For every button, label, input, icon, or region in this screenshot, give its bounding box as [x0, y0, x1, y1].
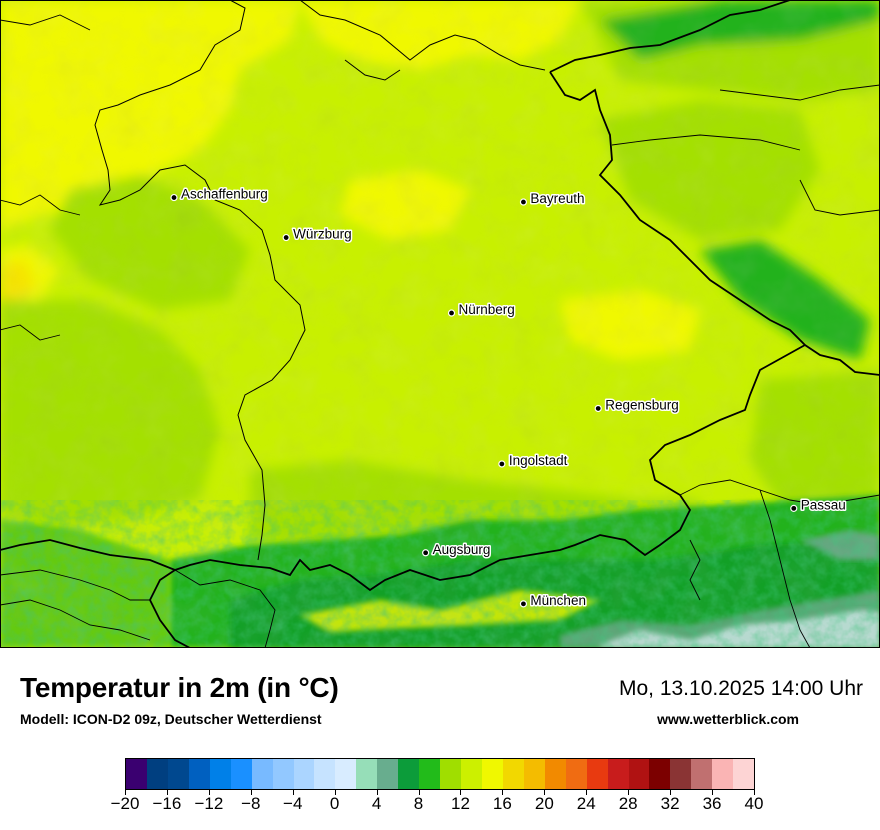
city-label: München: [530, 593, 586, 608]
colorbar-cell: [565, 759, 587, 789]
colorbar-cell: [523, 759, 545, 789]
colorbar-tick-label: 36: [702, 794, 722, 813]
colorbar-tick: [334, 790, 336, 795]
city-label: Passau: [801, 497, 846, 512]
colorbar-tick-label: −4: [283, 794, 303, 813]
colorbar-tick-label: 28: [618, 794, 638, 813]
colorbar-tick: [670, 790, 672, 795]
colorbar-cell: [230, 759, 252, 789]
colorbar-tick-label: −8: [241, 794, 261, 813]
colorbar-tick-label: 20: [534, 794, 554, 813]
colorbar-tick-label: 16: [492, 794, 512, 813]
colorbar-tick-label: −20: [110, 794, 140, 813]
colorbar-cell: [188, 759, 210, 789]
colorbar-tick: [418, 790, 420, 795]
city-dot: [498, 460, 506, 468]
colorbar-tick-label: 32: [660, 794, 680, 813]
colorbar-cell: [272, 759, 294, 789]
colorbar-cell: [251, 759, 273, 789]
map-title: Temperatur in 2m (in °C): [20, 672, 339, 703]
model-info: Modell: ICON-D2 09z, Deutscher Wetterdie…: [20, 711, 322, 727]
colorbar-tick: [250, 790, 252, 795]
colorbar-cell: [649, 759, 671, 789]
colorbar-tick: [712, 790, 714, 795]
colorbar-cell: [733, 759, 755, 789]
city-dot: [790, 504, 798, 512]
city-dot: [447, 309, 456, 317]
city-label: Bayreuth: [530, 191, 584, 206]
colorbar-cell: [398, 759, 420, 789]
colorbar-cell: [419, 759, 441, 789]
colorbar-tick: [502, 790, 504, 795]
colorbar-tick-label: −16: [152, 794, 182, 813]
city-dot: [519, 600, 528, 608]
colorbar-tick: [125, 790, 126, 795]
colorbar-ticks: −20 −16 −12 −8 −4 0 4 8 12 16 20 24 28 32 36 40: [111, 790, 763, 820]
colorbar-cell: [293, 759, 315, 789]
temperature-map: Aschaffenburg Würzburg Bayreuth Nürnberg Reg…: [0, 0, 880, 648]
city-dot: [422, 549, 430, 557]
city-marker: Regensburg: [594, 396, 680, 414]
colorbar-tick: [292, 790, 294, 795]
colorbar-tick-label: 8: [413, 794, 424, 813]
city-label: Nürnberg: [459, 302, 515, 317]
colorbar-tick-label: −12: [194, 794, 224, 813]
colorbar-cell: [314, 759, 336, 789]
colorbar-cell: [335, 759, 357, 789]
valid-datetime: Mo, 13.10.2025 14:00 Uhr: [618, 677, 863, 700]
colorbar-cell: [209, 759, 231, 789]
city-label: Augsburg: [433, 542, 491, 557]
colorbar-cell: [126, 759, 147, 789]
colorbar-cell: [691, 759, 713, 789]
city-dot: [594, 404, 602, 413]
colorbar-tick: [166, 790, 168, 795]
colorbar-tick: [628, 790, 630, 795]
colorbar-tick: [376, 790, 378, 795]
city-marker: Würzburg: [282, 225, 353, 243]
colorbar-cell: [167, 759, 189, 789]
colorbar-cell: [607, 759, 629, 789]
colorbar-cell: [502, 759, 524, 789]
colorbar-tick: [586, 790, 588, 795]
city-marker: Passau: [790, 496, 847, 514]
colorbar-cell: [481, 759, 503, 789]
city-marker: München: [519, 591, 587, 609]
colorbar-cell: [670, 759, 692, 789]
temperature-colorbar: [125, 758, 755, 790]
city-label: Ingolstadt: [509, 453, 568, 468]
colorbar-cell: [377, 759, 399, 789]
city-marker: Nürnberg: [447, 301, 516, 319]
colorbar-tick: [544, 790, 546, 795]
colorbar-cell: [356, 759, 378, 789]
colorbar-cell: [544, 759, 566, 789]
city-label: Aschaffenburg: [181, 187, 268, 202]
colorbar-cell: [461, 759, 482, 789]
colorbar-tick-label: 0: [329, 794, 340, 813]
city-markers: Aschaffenburg Würzburg Bayreuth Nürnberg Reg…: [170, 185, 847, 609]
city-marker: Aschaffenburg: [170, 185, 269, 203]
colorbar-tick-label: 12: [450, 794, 470, 813]
website-link[interactable]: www.wetterblick.com: [657, 711, 799, 727]
city-label: Würzburg: [293, 227, 352, 242]
city-dot: [282, 233, 290, 242]
city-dot: [519, 198, 528, 206]
colorbar-cell: [586, 759, 608, 789]
colorbar-cell: [628, 759, 650, 789]
colorbar-tick-label: 24: [576, 794, 596, 813]
city-marker: Bayreuth: [519, 190, 586, 208]
city-marker: Augsburg: [422, 540, 492, 558]
colorbar-tick: [754, 790, 755, 795]
colorbar-cell: [712, 759, 734, 789]
colorbar-tick-label: 4: [371, 794, 382, 813]
colorbar-cell: [440, 759, 461, 789]
map-canvas: Aschaffenburg Würzburg Bayreuth Nürnberg Reg…: [0, 0, 880, 648]
city-dot: [170, 193, 178, 202]
city-marker: Ingolstadt: [498, 451, 569, 469]
colorbar-tick: [460, 790, 462, 795]
field-texture: [0, 0, 880, 648]
colorbar-cell: [146, 759, 168, 789]
colorbar-tick-label: 40: [744, 794, 764, 813]
city-label: Regensburg: [605, 397, 679, 412]
colorbar-tick: [208, 790, 210, 795]
